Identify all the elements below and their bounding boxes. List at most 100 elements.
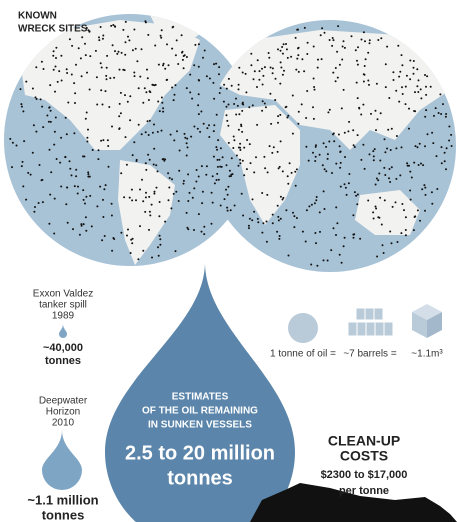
wreck-dot (131, 237, 134, 240)
wreck-dot (426, 75, 429, 78)
cube-icon (412, 304, 442, 338)
wreck-dot (404, 103, 407, 106)
wreck-dot (276, 230, 279, 233)
estimate-text: ESTIMATES (172, 392, 229, 403)
wreck-dot (245, 91, 248, 94)
wreck-dot (41, 201, 44, 204)
wreck-dot (256, 217, 259, 220)
wreck-dot (137, 87, 140, 90)
wreck-dot (193, 125, 196, 128)
wreck-dot (360, 38, 363, 41)
wreck-dot (53, 197, 56, 200)
wreck-dot (419, 88, 422, 91)
wreck-dot (395, 135, 398, 137)
wreck-dot (321, 164, 324, 167)
wreck-dot (312, 106, 314, 109)
wreck-dot (166, 43, 168, 46)
wreck-dot (395, 147, 398, 150)
wreck-dot (340, 261, 343, 264)
wreck-dot (352, 144, 355, 147)
wreck-dot (82, 198, 85, 201)
wreck-dot (338, 63, 341, 66)
wreck-dot (295, 68, 298, 71)
wreck-dot (239, 149, 242, 151)
wreck-dot (197, 113, 200, 116)
wreck-dot (189, 73, 192, 76)
wreck-dot (253, 171, 256, 174)
wreck-dot (195, 169, 198, 171)
wreck-dot (227, 141, 230, 144)
wreck-dot (293, 226, 296, 229)
wreck-dot (162, 62, 165, 65)
wreck-dot (384, 174, 387, 176)
wreck-dot (195, 180, 198, 183)
wreck-dot (278, 235, 281, 237)
wreck-dot (250, 64, 253, 67)
wreck-dot (133, 28, 136, 31)
wreck-dot (135, 160, 138, 162)
wreck-dot (131, 199, 134, 202)
wreck-dot (431, 202, 434, 205)
wreck-dot (200, 230, 203, 233)
wreck-dot (225, 87, 228, 90)
wreck-dot (103, 188, 106, 191)
wreck-dot (312, 77, 315, 80)
wreck-dot (210, 191, 213, 194)
wreck-dot (404, 234, 407, 237)
wreck-dot (185, 154, 188, 157)
wreck-dot (267, 52, 270, 54)
wreck-dot (282, 196, 285, 199)
wreck-dot (175, 39, 178, 42)
wreck-dot (113, 25, 116, 28)
wreck-dot (444, 115, 447, 118)
wreck-dot (55, 46, 58, 49)
wreck-dot (213, 124, 216, 127)
wreck-dot (227, 77, 230, 80)
wreck-dot (160, 96, 163, 99)
wreck-dot (278, 165, 281, 168)
wreck-dot (229, 175, 232, 178)
wreck-dot (373, 148, 376, 151)
wreck-dot (271, 72, 274, 75)
wreck-dot (98, 36, 100, 39)
wreck-dot (338, 145, 341, 148)
wreck-dot (354, 49, 357, 52)
wreck-dot (279, 82, 282, 85)
wreck-dot (218, 73, 220, 76)
wreck-dot (213, 63, 215, 66)
wreck-dot (60, 136, 63, 139)
wreck-dot (394, 201, 397, 204)
wreck-dot (287, 182, 290, 185)
wreck-dot (81, 36, 84, 39)
wreck-dot (197, 93, 200, 96)
wreck-dot (280, 66, 283, 69)
wreck-dot (154, 44, 157, 47)
wreck-dot (79, 57, 82, 60)
wreck-dot (406, 164, 409, 167)
wreck-dot (335, 206, 338, 209)
wreck-dot (367, 51, 370, 54)
wreck-dot (180, 34, 183, 37)
wreck-dot (218, 92, 221, 94)
wreck-dot (409, 189, 412, 192)
wreck-dot (409, 78, 412, 81)
wreck-dot (119, 112, 122, 115)
wreck-dot (353, 146, 356, 148)
wreck-dot (38, 164, 41, 166)
wreck-dot (190, 135, 193, 138)
wreck-dot (382, 252, 385, 254)
wreck-dot (101, 239, 104, 242)
wreck-dot (233, 204, 236, 207)
wreck-dot (376, 118, 379, 121)
wreck-dot (87, 128, 89, 131)
wreck-dot (388, 97, 391, 99)
wreck-dot (201, 190, 204, 193)
wreck-dot (326, 153, 329, 156)
wreck-dot (151, 256, 153, 259)
wreck-dot (139, 225, 141, 228)
wreck-dot (305, 117, 308, 119)
wreck-dot (148, 90, 151, 93)
wreck-dot (225, 188, 227, 191)
wreck-dot (328, 39, 331, 41)
wreck-dot (73, 82, 76, 85)
